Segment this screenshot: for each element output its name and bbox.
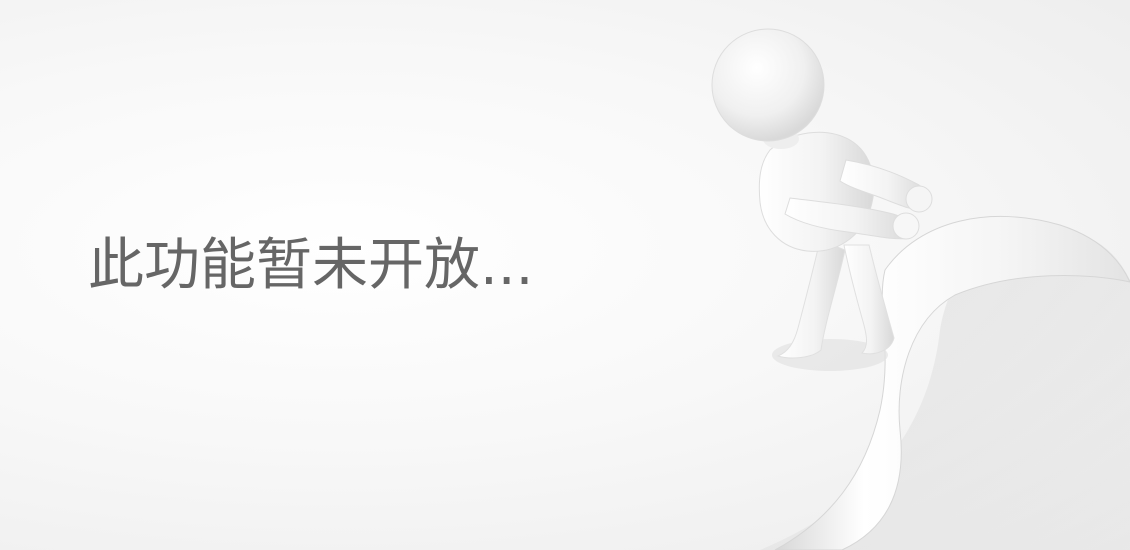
- person-peeling-page-icon: [711, 28, 1130, 550]
- feature-unavailable-message: 此功能暂未开放...: [88, 233, 534, 298]
